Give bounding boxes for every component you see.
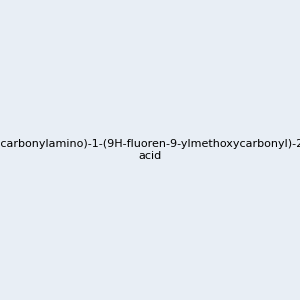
- Text: 2-[5-(tert-butoxycarbonylamino)-1-(9H-fluoren-9-ylmethoxycarbonyl)-2-piperidyl]a: 2-[5-(tert-butoxycarbonylamino)-1-(9H-fl…: [0, 139, 300, 161]
